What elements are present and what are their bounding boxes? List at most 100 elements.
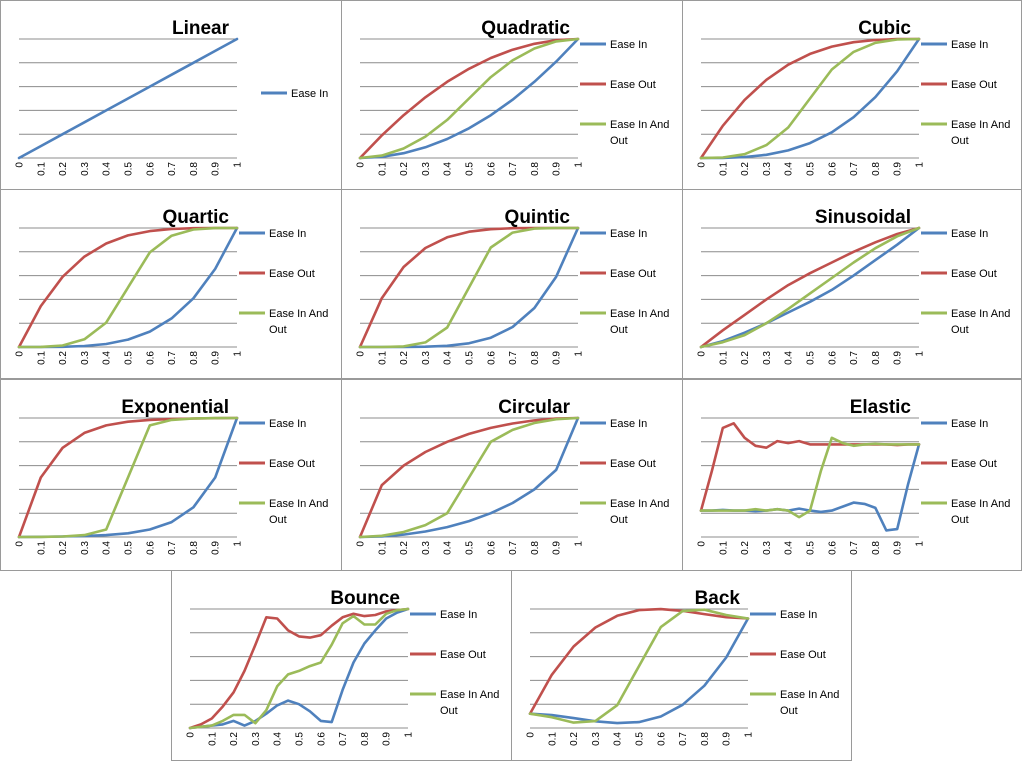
- legend-item-ease-in: Ease In: [261, 88, 328, 100]
- chart-title: Exponential: [121, 397, 229, 418]
- x-tick-label: 0.4: [102, 351, 113, 365]
- chart-title: Cubic: [858, 18, 911, 39]
- chart-panel-bounce: 0 0.1 0.2 0.3 0.4 0.5 0.6 0.7 0.8 0.9 1 Bounce Ease …: [171, 570, 512, 761]
- legend-item-ease-in-and-out: Ease In And Out: [410, 689, 499, 717]
- x-tick-label: 0.1: [718, 351, 729, 365]
- legend-item-ease-in: Ease In: [410, 609, 477, 621]
- legend-item-ease-in-and-out: Ease In And Out: [580, 498, 669, 526]
- legend-item-ease-in-and-out: Ease In And Out: [921, 498, 1010, 526]
- chart-title: Back: [695, 588, 741, 609]
- x-tick-label: 0: [697, 351, 708, 357]
- legend-item-ease-in: Ease In: [239, 418, 306, 430]
- x-tick-label: 0.8: [189, 541, 200, 555]
- chart-circular: 0 0.1 0.2 0.3 0.4 0.5 0.6 0.7 0.8 0.9 1 Circular Eas…: [356, 397, 670, 555]
- legend-label: Ease In And Out: [440, 689, 499, 717]
- x-tick-label: 0.8: [871, 162, 882, 176]
- x-tick-label: 0.7: [508, 541, 519, 555]
- legend-label: Ease In: [440, 609, 477, 621]
- x-tick-label: 0.6: [316, 732, 327, 746]
- series-line-ease-in-and-out: [188, 607, 410, 730]
- series-line-ease-out: [699, 421, 921, 512]
- x-tick-label: 0.9: [893, 541, 904, 555]
- legend-label: Ease In And Out: [610, 308, 669, 336]
- x-tick-label: 0: [356, 541, 367, 547]
- x-tick-label: 0.5: [124, 351, 135, 365]
- chart-panel-quartic: 0 0.1 0.2 0.3 0.4 0.5 0.6 0.7 0.8 0.9 1 Quartic Ease…: [0, 189, 342, 379]
- series-line-ease-out: [528, 607, 750, 715]
- x-tick-label: 0.9: [211, 351, 222, 365]
- legend-item-ease-in: Ease In: [750, 609, 817, 621]
- legend-label: Ease In And Out: [269, 498, 328, 526]
- chart-title: Quintic: [505, 207, 571, 228]
- x-tick-label: 0: [356, 351, 367, 357]
- chart-panel-cubic: 0 0.1 0.2 0.3 0.4 0.5 0.6 0.7 0.8 0.9 1 Cubic Ease I…: [682, 0, 1022, 190]
- x-tick-label: 0.2: [58, 351, 69, 365]
- series-line-ease-in-and-out: [358, 226, 580, 349]
- x-tick-label: 0.6: [486, 351, 497, 365]
- x-tick-label: 0.6: [145, 351, 156, 365]
- x-tick-label: 0.4: [784, 351, 795, 365]
- x-tick-label: 0.4: [784, 541, 795, 555]
- x-tick-label: 0: [697, 541, 708, 547]
- legend-item-ease-in: Ease In: [921, 418, 988, 430]
- series-line-ease-in-and-out: [528, 608, 750, 724]
- x-tick-label: 0.8: [530, 351, 541, 365]
- series-line-ease-out: [699, 226, 921, 349]
- x-tick-label: 0: [356, 162, 367, 168]
- series-line-ease-in: [699, 37, 921, 160]
- x-tick-label: 0: [15, 351, 26, 357]
- legend-item-ease-in: Ease In: [239, 228, 306, 240]
- x-tick-label: 1: [915, 351, 926, 357]
- x-tick-label: 0.3: [251, 732, 262, 746]
- legend-item-ease-in-and-out: Ease In And Out: [750, 689, 839, 717]
- x-tick-label: 0.6: [827, 351, 838, 365]
- legend-item-ease-out: Ease Out: [921, 458, 997, 470]
- x-tick-label: 0.7: [849, 351, 860, 365]
- x-tick-label: 0.7: [508, 162, 519, 176]
- legend-item-ease-in-and-out: Ease In And Out: [580, 119, 669, 147]
- series-line-ease-in: [699, 226, 921, 349]
- x-tick-label: 0.1: [547, 732, 558, 746]
- x-tick-label: 0.2: [58, 162, 69, 176]
- legend-label: Ease In: [291, 88, 328, 100]
- x-tick-label: 1: [574, 351, 585, 357]
- chart-title: Linear: [172, 18, 230, 39]
- x-tick-label: 0.8: [189, 351, 200, 365]
- legend-label: Ease In And Out: [951, 119, 1010, 147]
- x-tick-label: 0.5: [465, 541, 476, 555]
- x-tick-label: 0.3: [80, 351, 91, 365]
- x-tick-label: 0.1: [377, 541, 388, 555]
- x-tick-label: 0.3: [762, 162, 773, 176]
- x-tick-label: 0.7: [167, 351, 178, 365]
- legend-item-ease-in: Ease In: [580, 418, 647, 430]
- x-tick-label: 1: [574, 162, 585, 168]
- chart-cubic: 0 0.1 0.2 0.3 0.4 0.5 0.6 0.7 0.8 0.9 1 Cubic Ease I…: [697, 18, 1011, 176]
- legend-label: Ease In: [951, 39, 988, 51]
- legend-item-ease-out: Ease Out: [580, 79, 656, 91]
- x-tick-label: 0.8: [871, 351, 882, 365]
- x-tick-label: 0.8: [700, 732, 711, 746]
- x-tick-label: 0.9: [552, 541, 563, 555]
- legend-item-ease-out: Ease Out: [750, 649, 826, 661]
- x-tick-label: 0.3: [421, 351, 432, 365]
- chart-quintic: 0 0.1 0.2 0.3 0.4 0.5 0.6 0.7 0.8 0.9 1 Quintic Ease…: [356, 207, 670, 365]
- legend-label: Ease Out: [951, 458, 997, 470]
- chart-elastic: 0 0.1 0.2 0.3 0.4 0.5 0.6 0.7 0.8 0.9 1 Elastic Ease…: [697, 397, 1011, 555]
- x-tick-label: 0.2: [740, 541, 751, 555]
- series-line-ease-in: [528, 617, 750, 725]
- x-tick-label: 0.3: [591, 732, 602, 746]
- chart-title: Elastic: [850, 397, 912, 418]
- x-tick-label: 0.2: [740, 162, 751, 176]
- x-tick-label: 0.1: [718, 162, 729, 176]
- x-tick-label: 0: [186, 732, 197, 738]
- x-tick-label: 0.9: [382, 732, 393, 746]
- chart-panel-exponential: 0 0.1 0.2 0.3 0.4 0.5 0.6 0.7 0.8 0.9 1 Exponential…: [0, 379, 342, 571]
- x-tick-label: 0.5: [124, 541, 135, 555]
- series-line-ease-out: [358, 37, 580, 160]
- x-tick-label: 0.6: [827, 162, 838, 176]
- legend-item-ease-in: Ease In: [921, 228, 988, 240]
- x-tick-label: 0.4: [613, 732, 624, 746]
- x-tick-label: 1: [233, 351, 244, 357]
- legend-label: Ease In: [780, 609, 817, 621]
